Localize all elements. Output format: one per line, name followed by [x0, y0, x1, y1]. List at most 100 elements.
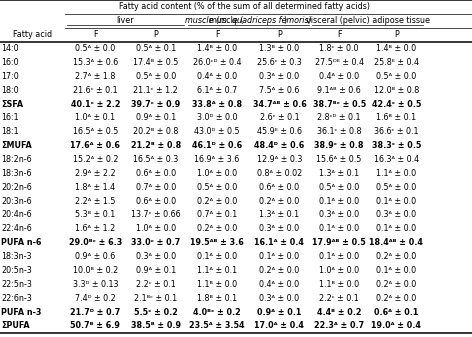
Text: 0.1ᴬ ± 0.0: 0.1ᴬ ± 0.0 [319, 224, 359, 233]
Text: 20:3n-6: 20:3n-6 [1, 196, 32, 206]
Text: 4.4ᴮ ± 0.2: 4.4ᴮ ± 0.2 [317, 308, 362, 316]
Text: 1.1ᴬ ± 0.1: 1.1ᴬ ± 0.1 [197, 266, 237, 275]
Text: 0.7ᴬ ± 0.1: 0.7ᴬ ± 0.1 [197, 211, 237, 219]
Text: 2.2ᶜ ± 0.1: 2.2ᶜ ± 0.1 [319, 294, 359, 303]
Text: F: F [215, 30, 219, 39]
Text: 20:5n-3: 20:5n-3 [1, 266, 32, 275]
Text: 1.0ᴬ ± 0.1: 1.0ᴬ ± 0.1 [75, 113, 116, 122]
Text: 23.5ᴬ ± 3.54: 23.5ᴬ ± 3.54 [189, 321, 245, 330]
Text: 1.1ᴮ ± 0.0: 1.1ᴮ ± 0.0 [319, 280, 359, 289]
Text: 2.2ᶜ ± 0.1: 2.2ᶜ ± 0.1 [136, 280, 176, 289]
Text: 16:1: 16:1 [1, 113, 19, 122]
Text: 0.7ᴬ ± 0.0: 0.7ᴬ ± 0.0 [135, 183, 176, 192]
Text: 0.5ᴬ ± 0.0: 0.5ᴬ ± 0.0 [197, 183, 237, 192]
Text: 0.5ᴬ ± 0.0: 0.5ᴬ ± 0.0 [135, 72, 176, 81]
Text: 22:5n-3: 22:5n-3 [1, 280, 32, 289]
Text: 0.6ᴬ ± 0.0: 0.6ᴬ ± 0.0 [259, 183, 300, 192]
Text: 1.0ᴬ ± 0.0: 1.0ᴬ ± 0.0 [135, 224, 176, 233]
Text: 21.2ᴮ ± 0.8: 21.2ᴮ ± 0.8 [131, 141, 181, 150]
Text: 20:2n-6: 20:2n-6 [1, 183, 32, 192]
Text: 18:2n-6: 18:2n-6 [1, 155, 32, 164]
Text: 17.6ᴬ ± 0.6: 17.6ᴬ ± 0.6 [70, 141, 120, 150]
Text: 0.6ᴬ ± 0.1: 0.6ᴬ ± 0.1 [374, 308, 419, 316]
Text: 22:4n-6: 22:4n-6 [1, 224, 32, 233]
Text: Fatty acid content (% of the sum of all determined fatty acids): Fatty acid content (% of the sum of all … [119, 2, 371, 11]
Text: 1.0ᴬ ± 0.0: 1.0ᴬ ± 0.0 [197, 169, 237, 178]
Text: 36.6ᶜ ± 0.1: 36.6ᶜ ± 0.1 [374, 127, 419, 136]
Text: 29.0ᴮᶜ ± 6.3: 29.0ᴮᶜ ± 6.3 [69, 238, 122, 247]
Text: F: F [337, 30, 341, 39]
Text: 2.7ᴬ ± 1.8: 2.7ᴬ ± 1.8 [75, 72, 116, 81]
Text: 0.1ᴬ ± 0.0: 0.1ᴬ ± 0.0 [319, 252, 359, 261]
Text: ΣSFA: ΣSFA [1, 99, 24, 109]
Text: 0.9ᴬ ± 0.1: 0.9ᴬ ± 0.1 [135, 113, 176, 122]
Text: 16.1ᴬ ± 0.4: 16.1ᴬ ± 0.4 [254, 238, 304, 247]
Text: 21.7ᴰ ± 0.7: 21.7ᴰ ± 0.7 [70, 308, 120, 316]
Text: 1.0ᴬ ± 0.0: 1.0ᴬ ± 0.0 [319, 266, 359, 275]
Text: 17.0ᴬ ± 0.4: 17.0ᴬ ± 0.4 [254, 321, 304, 330]
Text: 1.8ᴮ ± 0.1: 1.8ᴮ ± 0.1 [197, 294, 237, 303]
Text: 16.9ᴬ ± 3.6: 16.9ᴬ ± 3.6 [194, 155, 240, 164]
Text: 39.7ᶜ ± 0.9: 39.7ᶜ ± 0.9 [131, 99, 180, 109]
Text: 12.0ᴮ ± 0.8: 12.0ᴮ ± 0.8 [374, 86, 419, 95]
Text: 0.4ᴬ ± 0.0: 0.4ᴬ ± 0.0 [197, 72, 237, 81]
Text: 18:0: 18:0 [1, 86, 19, 95]
Text: 46.1ᴰ ± 0.6: 46.1ᴰ ± 0.6 [192, 141, 242, 150]
Text: ΣMUFA: ΣMUFA [1, 141, 32, 150]
Text: 16.5ᴬ ± 0.3: 16.5ᴬ ± 0.3 [133, 155, 178, 164]
Text: 38.3ᶜ ± 0.5: 38.3ᶜ ± 0.5 [371, 141, 421, 150]
Text: 18:3n-6: 18:3n-6 [1, 169, 32, 178]
Text: muscle (m. quadriceps femoris): muscle (m. quadriceps femoris) [185, 16, 312, 25]
Text: 0.2ᴬ ± 0.0: 0.2ᴬ ± 0.0 [376, 294, 416, 303]
Text: PUFA n-3: PUFA n-3 [1, 308, 42, 316]
Text: 10.0ᴮ ± 0.2: 10.0ᴮ ± 0.2 [73, 266, 118, 275]
Text: 25.8ᴱ ± 0.4: 25.8ᴱ ± 0.4 [374, 58, 419, 67]
Text: 22.3ᴬ ± 0.7: 22.3ᴬ ± 0.7 [314, 321, 364, 330]
Text: 14:0: 14:0 [1, 44, 19, 53]
Text: 13.7ᶜ ± 0.66: 13.7ᶜ ± 0.66 [131, 211, 181, 219]
Text: 1.8ᶜ ± 0.0: 1.8ᶜ ± 0.0 [320, 44, 359, 53]
Text: 0.1ᴬ ± 0.0: 0.1ᴬ ± 0.0 [319, 196, 359, 206]
Text: 16:0: 16:0 [1, 58, 19, 67]
Text: P: P [153, 30, 158, 39]
Text: 38.7ᴮᶜ ± 0.5: 38.7ᴮᶜ ± 0.5 [312, 99, 366, 109]
Text: 15.6ᴬ ± 0.5: 15.6ᴬ ± 0.5 [316, 155, 362, 164]
Text: 16.3ᴬ ± 0.4: 16.3ᴬ ± 0.4 [374, 155, 419, 164]
Text: 21.6ᶜ ± 0.1: 21.6ᶜ ± 0.1 [73, 86, 118, 95]
Text: 19.0ᴬ ± 0.4: 19.0ᴬ ± 0.4 [371, 321, 421, 330]
Text: 17.4ᴮ ± 0.5: 17.4ᴮ ± 0.5 [133, 58, 178, 67]
Text: 0.3ᴬ ± 0.0: 0.3ᴬ ± 0.0 [135, 252, 176, 261]
Text: 0.4ᴬ ± 0.0: 0.4ᴬ ± 0.0 [319, 72, 359, 81]
Text: 15.3ᴬ ± 0.6: 15.3ᴬ ± 0.6 [73, 58, 118, 67]
Text: 17:0: 17:0 [1, 72, 19, 81]
Text: 9.1ᴬᴮ ± 0.6: 9.1ᴬᴮ ± 0.6 [317, 86, 361, 95]
Text: 0.5ᴬ ± 0.0: 0.5ᴬ ± 0.0 [75, 44, 116, 53]
Text: 16.5ᴬ ± 0.5: 16.5ᴬ ± 0.5 [73, 127, 118, 136]
Text: 0.9ᴬ ± 0.1: 0.9ᴬ ± 0.1 [257, 308, 302, 316]
Text: 0.1ᴬ ± 0.0: 0.1ᴬ ± 0.0 [259, 252, 300, 261]
Text: 0.1ᴬ ± 0.0: 0.1ᴬ ± 0.0 [197, 252, 237, 261]
Text: 2.1ᴮᶜ ± 0.1: 2.1ᴮᶜ ± 0.1 [134, 294, 177, 303]
Text: 0.9ᴬ ± 0.6: 0.9ᴬ ± 0.6 [75, 252, 116, 261]
Text: 1.6ᴮ ± 0.1: 1.6ᴮ ± 0.1 [376, 113, 416, 122]
Text: 0.3ᴬ ± 0.0: 0.3ᴬ ± 0.0 [319, 211, 359, 219]
Text: 36.1ᶜ ± 0.8: 36.1ᶜ ± 0.8 [317, 127, 362, 136]
Text: 17.9ᴬᴮ ± 0.5: 17.9ᴬᴮ ± 0.5 [312, 238, 366, 247]
Text: 0.5ᴬ ± 0.0: 0.5ᴬ ± 0.0 [376, 183, 416, 192]
Text: 0.5ᴬ ± 0.0: 0.5ᴬ ± 0.0 [319, 183, 359, 192]
Text: 0.2ᴬ ± 0.0: 0.2ᴬ ± 0.0 [259, 196, 300, 206]
Text: F: F [93, 30, 98, 39]
Text: 20:4n-6: 20:4n-6 [1, 211, 32, 219]
Text: Fatty acid: Fatty acid [13, 30, 52, 39]
Text: 0.5ᴬ ± 0.1: 0.5ᴬ ± 0.1 [135, 44, 176, 53]
Text: 1.6ᴬ ± 1.2: 1.6ᴬ ± 1.2 [75, 224, 116, 233]
Text: 0.3ᴬ ± 0.0: 0.3ᴬ ± 0.0 [259, 294, 300, 303]
Text: 5.3ᴮ ± 0.1: 5.3ᴮ ± 0.1 [75, 211, 116, 219]
Text: 48.4ᴰ ± 0.6: 48.4ᴰ ± 0.6 [254, 141, 304, 150]
Text: 27.5ᴰᴱ ± 0.4: 27.5ᴰᴱ ± 0.4 [315, 58, 363, 67]
Text: 18:3n-3: 18:3n-3 [1, 252, 32, 261]
Text: 2.6ᶜ ± 0.1: 2.6ᶜ ± 0.1 [260, 113, 299, 122]
Text: P: P [277, 30, 282, 39]
Text: 7.4ᴰ ± 0.2: 7.4ᴰ ± 0.2 [75, 294, 116, 303]
Text: 0.6ᴬ ± 0.0: 0.6ᴬ ± 0.0 [135, 196, 176, 206]
